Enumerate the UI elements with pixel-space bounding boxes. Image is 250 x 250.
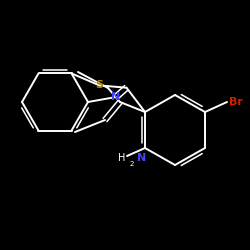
Text: Br: Br	[229, 97, 243, 107]
Text: S: S	[96, 80, 104, 90]
Text: 2: 2	[130, 161, 134, 167]
Text: H: H	[118, 153, 125, 163]
Text: N: N	[137, 153, 146, 163]
Text: N: N	[112, 92, 120, 102]
